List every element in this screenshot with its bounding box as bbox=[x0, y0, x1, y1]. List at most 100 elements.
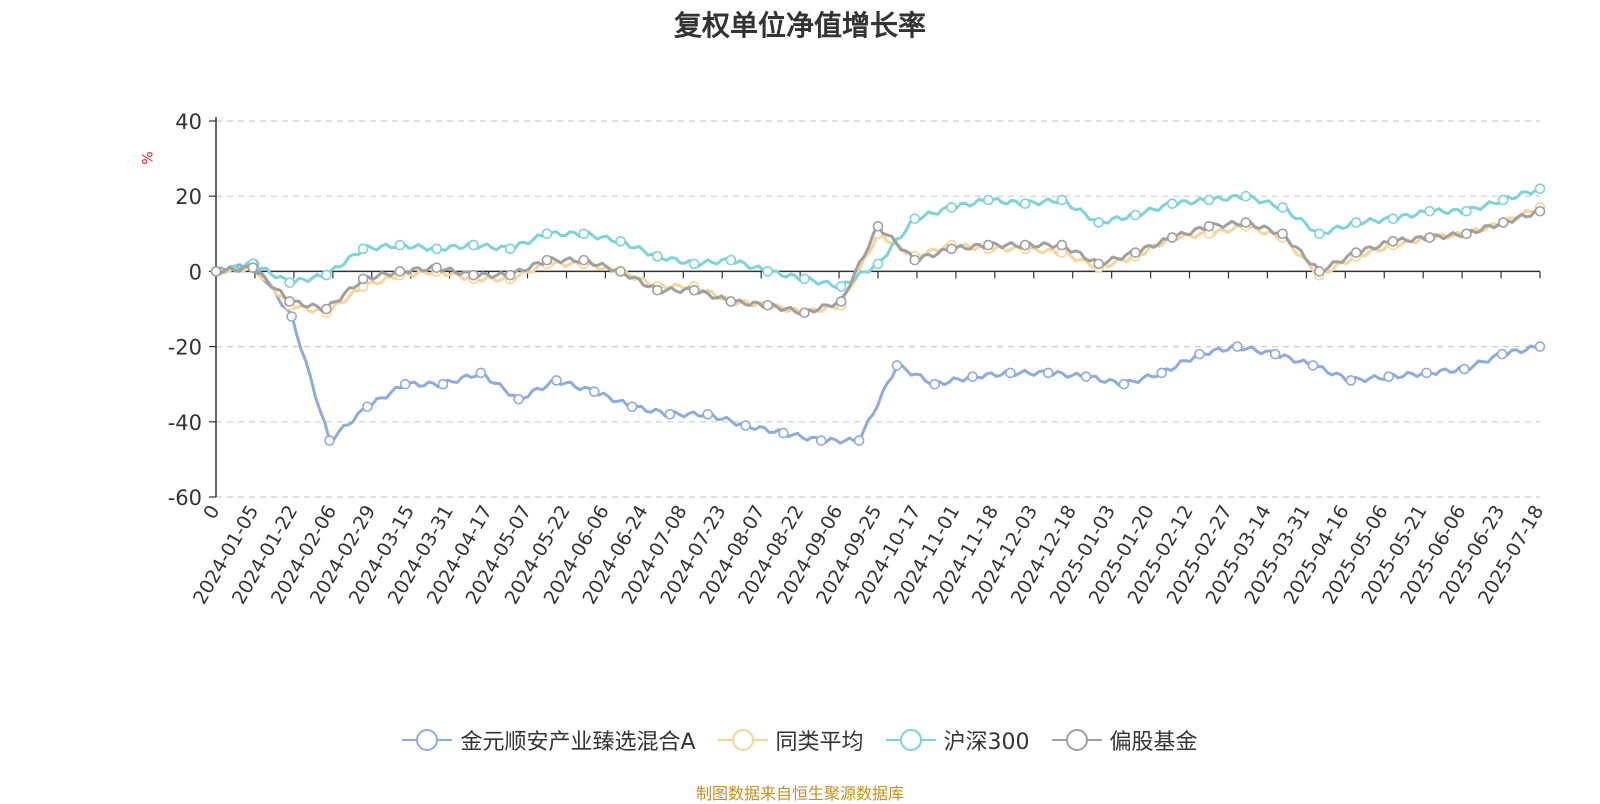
data-point bbox=[431, 262, 442, 273]
data-point bbox=[909, 254, 921, 266]
legend-item-csi300[interactable]: 沪深300 bbox=[885, 724, 1030, 756]
y-tick-label: 0 bbox=[189, 260, 202, 284]
data-point bbox=[1019, 198, 1031, 210]
grid-lines bbox=[216, 120, 1540, 498]
legend-item-peer-average[interactable]: 同类平均 bbox=[717, 724, 864, 756]
data-point bbox=[1093, 217, 1104, 228]
data-point bbox=[929, 378, 941, 390]
data-point bbox=[1383, 371, 1394, 382]
series-line-0 bbox=[215, 260, 1541, 445]
data-point bbox=[725, 296, 737, 307]
data-point bbox=[1019, 239, 1031, 251]
data-point bbox=[541, 254, 553, 266]
data-point bbox=[1130, 209, 1141, 221]
data-point bbox=[357, 273, 369, 285]
data-point bbox=[762, 266, 773, 277]
data-point bbox=[664, 408, 676, 420]
data-point bbox=[588, 386, 600, 398]
legend-label-csi300: 沪深300 bbox=[943, 730, 1030, 755]
axes bbox=[209, 117, 1541, 498]
data-point bbox=[1093, 258, 1104, 270]
data-point bbox=[1203, 194, 1215, 206]
data-point bbox=[1130, 247, 1141, 258]
legend-marker-fund bbox=[402, 729, 453, 751]
data-point bbox=[835, 296, 847, 307]
data-point bbox=[321, 269, 332, 281]
data-point bbox=[983, 194, 994, 206]
data-point bbox=[799, 273, 810, 285]
data-point bbox=[1166, 232, 1178, 243]
legend-label-fund: 金元顺安产业臻选混合A bbox=[460, 730, 696, 755]
data-point bbox=[652, 284, 663, 296]
data-point bbox=[475, 367, 487, 379]
data-point bbox=[1232, 341, 1243, 352]
data-point bbox=[946, 202, 957, 213]
data-point bbox=[1194, 348, 1205, 360]
data-point bbox=[437, 378, 449, 390]
data-source-note: 制图数据来自恒生聚源数据库 bbox=[695, 784, 904, 803]
data-point bbox=[815, 435, 827, 446]
data-point bbox=[1307, 360, 1319, 371]
data-point bbox=[615, 236, 626, 247]
data-point bbox=[1497, 217, 1509, 228]
legend-label-peer-average: 同类平均 bbox=[775, 730, 864, 755]
x-tick-label: 0 bbox=[199, 502, 224, 523]
data-point bbox=[541, 228, 553, 240]
legend-marker-csi300 bbox=[885, 729, 936, 751]
data-point bbox=[1118, 378, 1130, 390]
data-point bbox=[1269, 348, 1281, 360]
data-point bbox=[1042, 367, 1054, 379]
data-point bbox=[1056, 239, 1068, 251]
data-point bbox=[853, 435, 865, 446]
data-point bbox=[778, 427, 789, 439]
data-point bbox=[504, 269, 516, 281]
legend-label-equity-fund: 偏股基金 bbox=[1109, 730, 1198, 755]
data-point bbox=[513, 393, 524, 405]
data-point bbox=[702, 408, 714, 420]
data-point bbox=[946, 243, 957, 255]
data-point bbox=[578, 228, 590, 240]
data-point bbox=[1387, 213, 1399, 225]
tick-labels: 40200-20-40-6002024-01-052024-01-222024-… bbox=[168, 110, 1549, 608]
data-point bbox=[1497, 194, 1509, 206]
data-point bbox=[909, 213, 921, 225]
data-point bbox=[284, 277, 295, 288]
data-point bbox=[210, 266, 222, 277]
data-point bbox=[394, 266, 406, 277]
y-tick-label: -20 bbox=[168, 336, 202, 360]
data-point bbox=[551, 375, 562, 386]
legend-item-fund[interactable]: 金元顺安产业臻选混合A bbox=[402, 724, 696, 756]
data-point bbox=[615, 266, 626, 277]
y-tick-label: -40 bbox=[168, 411, 202, 435]
data-point bbox=[1240, 190, 1252, 202]
data-point bbox=[835, 281, 847, 292]
data-point bbox=[1166, 198, 1178, 210]
data-point bbox=[1350, 217, 1362, 228]
legend-item-equity-fund[interactable]: 偏股基金 bbox=[1051, 724, 1198, 756]
data-point bbox=[1421, 367, 1432, 379]
line-chart: 40200-20-40-6002024-01-052024-01-222024-… bbox=[168, 110, 1549, 608]
data-point bbox=[1461, 205, 1472, 217]
data-point bbox=[1345, 375, 1357, 386]
data-point bbox=[983, 239, 994, 251]
data-point bbox=[1496, 348, 1508, 360]
data-point bbox=[399, 378, 411, 390]
data-point bbox=[762, 299, 773, 311]
chart-title: 复权单位净值增长率 bbox=[673, 9, 926, 42]
data-point bbox=[1350, 247, 1362, 258]
data-point bbox=[626, 401, 638, 413]
data-point bbox=[468, 239, 479, 251]
data-point bbox=[1534, 183, 1546, 194]
data-point bbox=[578, 254, 590, 266]
data-point bbox=[286, 311, 297, 322]
data-point bbox=[1387, 236, 1399, 247]
data-point bbox=[1156, 367, 1168, 379]
data-point bbox=[1314, 228, 1325, 240]
legend-marker-peer-average bbox=[717, 729, 768, 751]
data-point bbox=[1534, 205, 1546, 217]
y-tick-label: 20 bbox=[175, 185, 202, 209]
data-point bbox=[362, 401, 373, 413]
data-point bbox=[1277, 228, 1288, 240]
data-point bbox=[247, 262, 259, 273]
data-point bbox=[1534, 341, 1546, 352]
